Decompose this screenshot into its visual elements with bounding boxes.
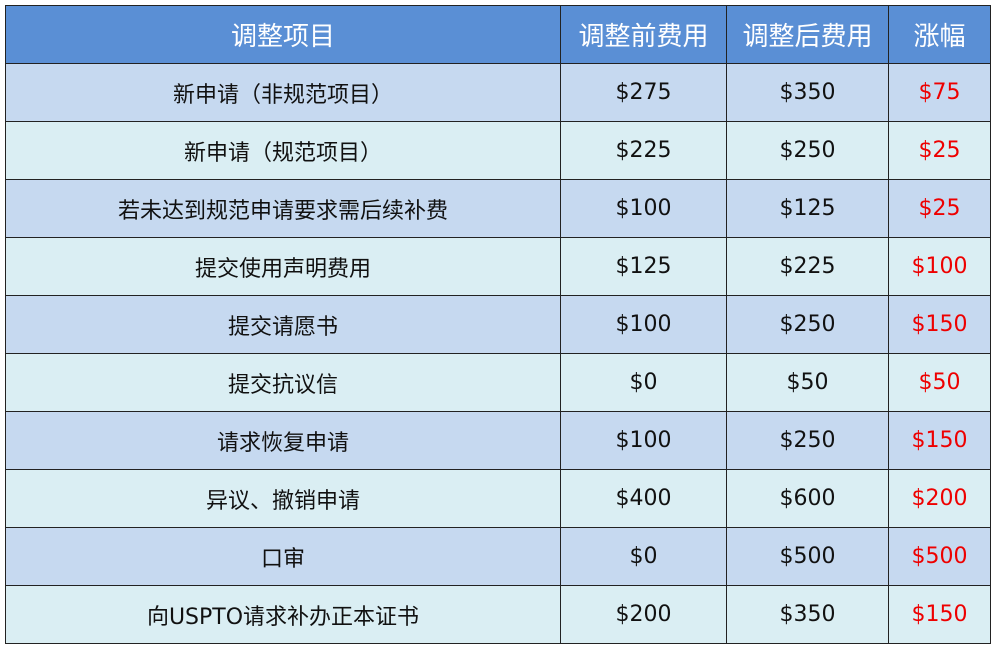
item-cell: 口审 bbox=[5, 527, 561, 586]
before-fee-cell: $400 bbox=[560, 469, 727, 528]
before-fee-cell: $225 bbox=[560, 121, 727, 180]
table-row: 新申请（非规范项目） $275 $350 $75 bbox=[5, 63, 991, 122]
before-fee-cell: $0 bbox=[560, 527, 727, 586]
table-row: 向USPTO请求补办正本证书 $200 $350 $150 bbox=[5, 585, 991, 644]
table-row: 提交使用声明费用 $125 $225 $100 bbox=[5, 237, 991, 296]
table-row: 若未达到规范申请要求需后续补费 $100 $125 $25 bbox=[5, 179, 991, 238]
after-fee-cell: $225 bbox=[726, 237, 889, 296]
after-fee-cell: $500 bbox=[726, 527, 889, 586]
before-fee-cell: $275 bbox=[560, 63, 727, 122]
table-row: 提交请愿书 $100 $250 $150 bbox=[5, 295, 991, 354]
after-fee-cell: $600 bbox=[726, 469, 889, 528]
item-cell: 向USPTO请求补办正本证书 bbox=[5, 585, 561, 644]
after-fee-cell: $250 bbox=[726, 411, 889, 470]
header-cell: 调整前费用 bbox=[560, 5, 727, 64]
increase-cell: $50 bbox=[888, 353, 991, 412]
before-fee-cell: $100 bbox=[560, 295, 727, 354]
table-body: 新申请（非规范项目） $275 $350 $75 新申请（规范项目） $225 $250 $2… bbox=[5, 63, 991, 644]
before-fee-cell: $100 bbox=[560, 411, 727, 470]
header-cell: 调整后费用 bbox=[726, 5, 889, 64]
after-fee-cell: $50 bbox=[726, 353, 889, 412]
after-fee-cell: $250 bbox=[726, 121, 889, 180]
increase-cell: $100 bbox=[888, 237, 991, 296]
item-cell: 新申请（非规范项目） bbox=[5, 63, 561, 122]
table-row: 新申请（规范项目） $225 $250 $25 bbox=[5, 121, 991, 180]
after-fee-cell: $350 bbox=[726, 63, 889, 122]
increase-cell: $25 bbox=[888, 179, 991, 238]
header-cell: 调整项目 bbox=[5, 5, 561, 64]
after-fee-cell: $250 bbox=[726, 295, 889, 354]
table-row: 口审 $0 $500 $500 bbox=[5, 527, 991, 586]
after-fee-cell: $350 bbox=[726, 585, 889, 644]
increase-cell: $75 bbox=[888, 63, 991, 122]
table-row: 异议、撤销申请 $400 $600 $200 bbox=[5, 469, 991, 528]
after-fee-cell: $125 bbox=[726, 179, 889, 238]
before-fee-cell: $125 bbox=[560, 237, 727, 296]
table-row: 请求恢复申请 $100 $250 $150 bbox=[5, 411, 991, 470]
header-cell: 涨幅 bbox=[888, 5, 991, 64]
item-cell: 请求恢复申请 bbox=[5, 411, 561, 470]
fee-table: 调整项目 调整前费用 调整后费用 涨幅 新申请（非规范项目） $275 $350 $75 新申… bbox=[5, 5, 991, 644]
item-cell: 提交抗议信 bbox=[5, 353, 561, 412]
increase-cell: $150 bbox=[888, 411, 991, 470]
table-row: 提交抗议信 $0 $50 $50 bbox=[5, 353, 991, 412]
before-fee-cell: $200 bbox=[560, 585, 727, 644]
increase-cell: $150 bbox=[888, 585, 991, 644]
item-cell: 异议、撤销申请 bbox=[5, 469, 561, 528]
item-cell: 新申请（规范项目） bbox=[5, 121, 561, 180]
increase-cell: $25 bbox=[888, 121, 991, 180]
increase-cell: $500 bbox=[888, 527, 991, 586]
before-fee-cell: $0 bbox=[560, 353, 727, 412]
increase-cell: $150 bbox=[888, 295, 991, 354]
table-container: 调整项目 调整前费用 调整后费用 涨幅 新申请（非规范项目） $275 $350 $75 新申… bbox=[5, 5, 991, 644]
increase-cell: $200 bbox=[888, 469, 991, 528]
before-fee-cell: $100 bbox=[560, 179, 727, 238]
item-cell: 提交使用声明费用 bbox=[5, 237, 561, 296]
item-cell: 提交请愿书 bbox=[5, 295, 561, 354]
header-row: 调整项目 调整前费用 调整后费用 涨幅 bbox=[5, 5, 991, 64]
item-cell: 若未达到规范申请要求需后续补费 bbox=[5, 179, 561, 238]
